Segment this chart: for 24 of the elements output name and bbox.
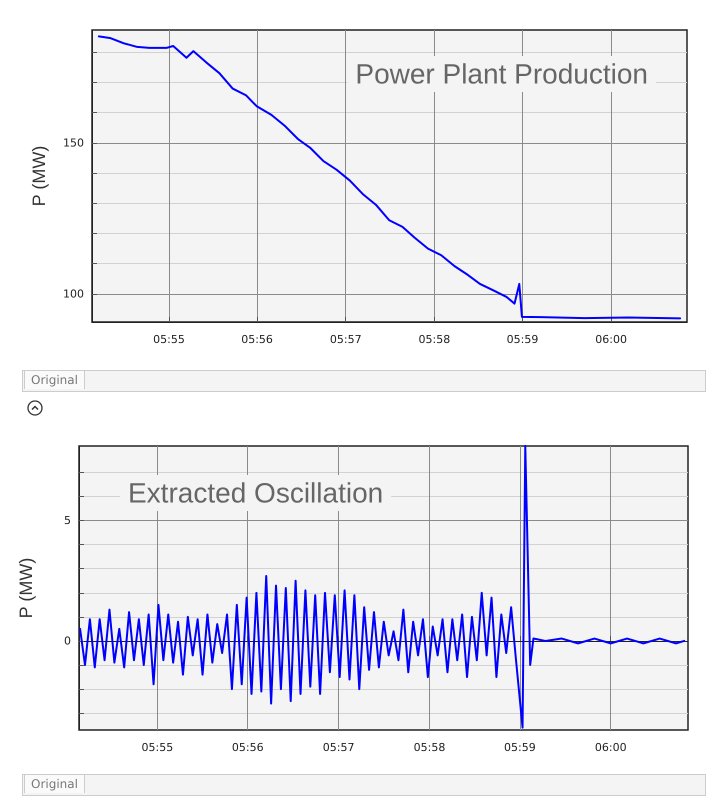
x-tick-label: 05:58 <box>414 741 446 754</box>
y-tick-label: 100 <box>63 287 84 300</box>
y-tick-label: 150 <box>63 136 84 150</box>
text: Original <box>24 774 85 793</box>
x-tick-label: 05:57 <box>330 333 362 346</box>
x-tick-label: 05:55 <box>142 741 174 754</box>
y-axis-title: P (MW) <box>16 558 36 618</box>
x-tick-label: 05:58 <box>418 333 450 346</box>
line-series <box>79 445 686 729</box>
x-tick-label: 05:59 <box>504 741 536 754</box>
y-tick-label: 0 <box>64 634 71 648</box>
text: Extracted Oscillation <box>128 478 384 508</box>
x-tick-label: 06:00 <box>595 333 627 346</box>
y-axis-title: P (MW) <box>29 146 49 206</box>
x-tick-label: 05:55 <box>153 333 185 346</box>
line-series <box>98 35 682 320</box>
y-tick-label: 5 <box>64 514 71 528</box>
x-tick-label: 05:59 <box>506 333 538 346</box>
x-tick-label: 05:56 <box>241 333 273 346</box>
text: Power Plant Production <box>355 58 648 90</box>
text: Original <box>24 370 85 389</box>
x-tick-label: 06:00 <box>594 741 627 754</box>
x-tick-label: 05:56 <box>232 741 264 754</box>
x-tick-label: 05:57 <box>322 741 354 754</box>
